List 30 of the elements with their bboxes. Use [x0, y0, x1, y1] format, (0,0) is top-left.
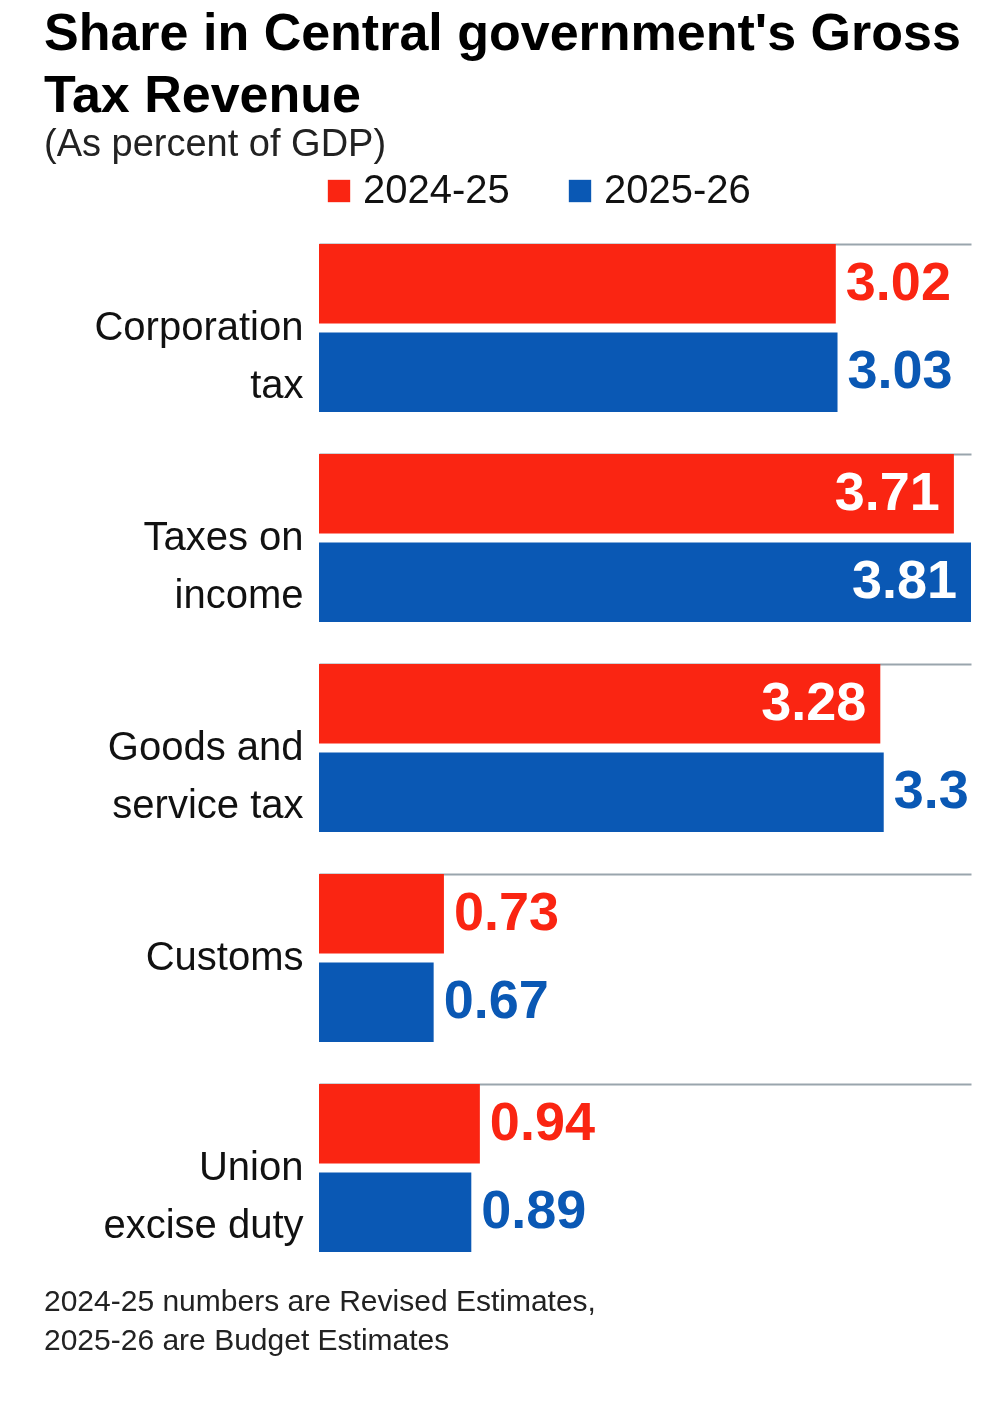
legend-label: 2024-25 — [363, 167, 510, 211]
bar — [319, 454, 954, 534]
data-label: 3.28 — [761, 670, 867, 731]
chart-subtitle: (As percent of GDP) — [44, 122, 387, 164]
bar — [319, 962, 434, 1042]
y-tick-label: Goods and service tax — [107, 724, 304, 826]
y-tick-label: Taxes on income — [143, 514, 304, 616]
legend-label: 2025-26 — [604, 167, 751, 211]
bar — [319, 332, 838, 412]
y-tick-label: Corporation tax — [94, 304, 304, 406]
bar — [319, 244, 836, 324]
bar — [319, 542, 971, 622]
data-label: 3.02 — [845, 250, 951, 311]
bar — [319, 752, 884, 832]
annotation: 2024-25 numbers are Revised Estimates, 2025-26 are Budget Estimates — [44, 1283, 597, 1358]
data-label: 0.94 — [489, 1090, 595, 1151]
bar — [319, 1084, 480, 1164]
bar — [319, 1172, 472, 1252]
data-label: 0.89 — [481, 1179, 587, 1240]
data-label: 3.3 — [893, 759, 969, 820]
chart-title: Share in Central government's Gross Tax Revenue — [44, 3, 961, 123]
data-label: 3.71 — [834, 460, 940, 521]
data-label: 3.81 — [851, 549, 957, 610]
data-label: 3.03 — [847, 339, 953, 400]
y-tick-label: Union excise duty — [103, 1144, 304, 1246]
data-label: 0.67 — [443, 969, 549, 1030]
data-label: 0.73 — [453, 880, 560, 941]
y-tick-label: Customs — [145, 934, 304, 978]
bar — [319, 874, 444, 954]
bar — [319, 664, 881, 744]
